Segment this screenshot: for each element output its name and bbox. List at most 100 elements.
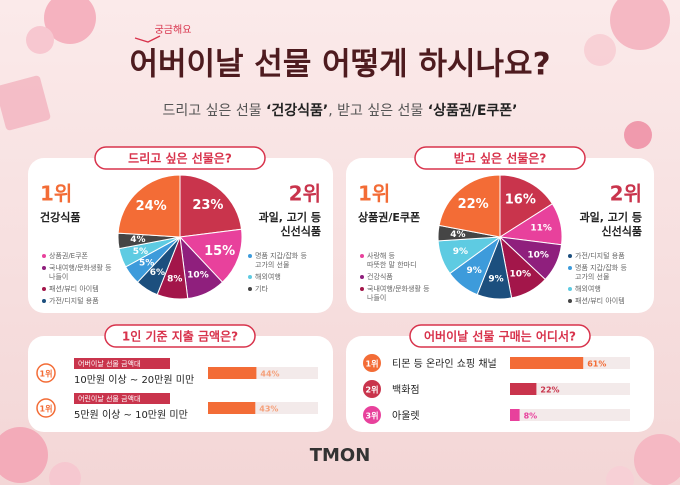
legend-dot — [248, 254, 252, 258]
rank-badge — [363, 354, 381, 372]
rank-name: 신선식품 — [602, 224, 642, 238]
panel-title-pill — [414, 146, 586, 170]
rank-name: 과일, 고기 등 — [259, 210, 321, 224]
slice-label: 9% — [488, 274, 503, 284]
panel-title-pill — [104, 324, 256, 348]
rank-badge — [363, 406, 381, 424]
rank: 3위 — [366, 411, 379, 421]
legend-item: 상품권/E쿠폰 — [49, 251, 89, 260]
rank-name: 건강식품 — [40, 210, 80, 224]
legend-item: 패션/뷰티 아이템 — [49, 284, 99, 293]
panel-title-pill — [409, 324, 591, 348]
panel-title: 받고 싶은 선물은? — [454, 151, 547, 166]
legend-item: 기타 — [255, 284, 268, 293]
pie-slice — [178, 228, 243, 283]
legend-dot — [360, 275, 364, 279]
category: 티몬 등 온라인 쇼핑 채널 — [392, 358, 497, 370]
legend-item: 고가의 선물 — [255, 260, 290, 269]
category: 5만원 이상 ~ 10만원 미만 — [74, 409, 188, 421]
rank: 1위 — [40, 369, 53, 379]
panel-title-pill — [94, 146, 266, 170]
bar-track — [510, 409, 630, 421]
value-label: 61% — [587, 360, 606, 369]
badge: 궁금해요 — [155, 23, 192, 36]
slice-label: 4% — [130, 235, 145, 245]
rank-name: 상품권/E쿠폰 — [358, 210, 420, 224]
rank: 1위 — [366, 359, 379, 369]
rank-badge — [36, 398, 56, 418]
rank: 1위 — [40, 182, 72, 206]
rank: 2위 — [289, 182, 321, 206]
panel-title: 어버이날 선물 구매는 어디서? — [424, 329, 576, 344]
value-label: 22% — [540, 386, 559, 395]
legend-dot — [42, 254, 46, 258]
legend-item: 국내여행/문화생활 등 — [49, 263, 112, 272]
subtitle-part: ‘상품권/E쿠폰’ — [428, 103, 518, 119]
panel-title: 1인 기준 지출 금액은? — [122, 329, 238, 344]
rank: 2위 — [610, 182, 642, 206]
legend-dot — [568, 287, 572, 291]
subtitle: 드리고 싶은 선물 ‘건강식품’, 받고 싶은 선물 ‘상품권/E쿠폰’ — [163, 102, 518, 119]
legend-item: 건강식품 — [367, 272, 393, 281]
category: 아울렛 — [392, 410, 420, 422]
slice-label: 23% — [192, 198, 223, 213]
pie-slice — [117, 174, 181, 238]
slice-label: 4% — [450, 230, 465, 240]
legend-item: 패션/뷰티 아이템 — [575, 296, 625, 305]
legend-dot — [248, 275, 252, 279]
legend-item: 나들이 — [49, 272, 68, 281]
slice-label: 10% — [510, 269, 532, 279]
subtitle-part: ‘건강식품’ — [266, 102, 328, 119]
legend-item: 국내여행/문화생활 등 — [367, 284, 430, 293]
rank: 1위 — [40, 404, 53, 414]
badge-check — [134, 35, 161, 43]
legend-dot — [360, 254, 364, 258]
panel-title: 드리고 싶은 선물은? — [128, 151, 232, 166]
tag — [74, 358, 170, 369]
legend-item: 나들이 — [367, 293, 386, 302]
slice-label: 16% — [505, 193, 536, 208]
bar — [510, 383, 537, 395]
slice-label: 6% — [150, 268, 165, 278]
slice-label: 8% — [167, 274, 182, 284]
rank-badge — [36, 363, 56, 383]
legend-item: 따뜻한 말 한마디 — [367, 260, 417, 269]
rank-name: 과일, 고기 등 — [580, 210, 642, 224]
legend-dot — [42, 266, 46, 270]
bar — [208, 402, 256, 414]
legend-item: 사랑해 등 — [367, 251, 396, 260]
slice-label: 24% — [136, 199, 167, 214]
legend-item: 명품 지갑/잡화 등 — [255, 251, 307, 260]
category: 백화점 — [392, 384, 420, 396]
slice-label: 10% — [527, 250, 549, 260]
legend-dot — [360, 287, 364, 291]
slice-label: 15% — [204, 244, 235, 259]
bar — [208, 367, 257, 379]
tag-label: 어린이날 선물 금액대 — [78, 394, 140, 403]
subtitle-part: , 받고 싶은 선물 — [328, 103, 428, 119]
pie-slice — [499, 174, 554, 238]
legend-item: 가전/디지털 용품 — [575, 251, 625, 260]
tag-label: 어버이날 선물 금액대 — [78, 359, 140, 368]
slice-label: 11% — [530, 223, 552, 233]
legend-dot — [42, 299, 46, 303]
pie-slice — [438, 174, 501, 238]
value-label: 43% — [259, 405, 278, 414]
rank: 1위 — [358, 182, 390, 206]
legend-dot — [568, 299, 572, 303]
legend-dot — [248, 287, 252, 291]
rank: 2위 — [366, 385, 379, 395]
rank-badge — [363, 380, 381, 398]
slice-label: 10% — [187, 271, 209, 281]
subtitle-part: 드리고 싶은 선물 — [163, 103, 267, 119]
legend-item: 고가의 선물 — [575, 272, 610, 281]
legend-item: 해외여행 — [255, 272, 281, 281]
rank-name: 신선식품 — [281, 224, 321, 238]
bar — [510, 409, 520, 421]
slice-label: 9% — [467, 266, 482, 276]
legend-item: 가전/디지털 용품 — [49, 296, 99, 305]
slice-label: 22% — [458, 197, 489, 212]
legend-dot — [42, 287, 46, 291]
